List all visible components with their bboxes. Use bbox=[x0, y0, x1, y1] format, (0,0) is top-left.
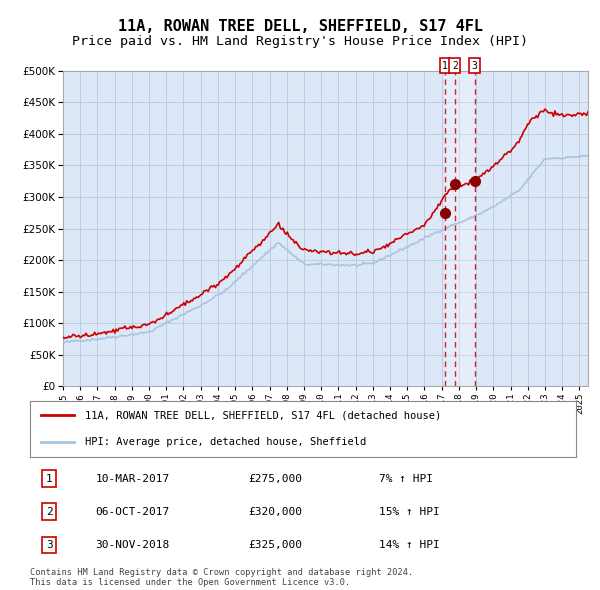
Text: 30-NOV-2018: 30-NOV-2018 bbox=[95, 540, 170, 550]
Text: HPI: Average price, detached house, Sheffield: HPI: Average price, detached house, Shef… bbox=[85, 437, 366, 447]
Text: 10-MAR-2017: 10-MAR-2017 bbox=[95, 474, 170, 484]
Text: Contains HM Land Registry data © Crown copyright and database right 2024.
This d: Contains HM Land Registry data © Crown c… bbox=[30, 568, 413, 587]
Text: 3: 3 bbox=[472, 61, 478, 71]
Text: 2: 2 bbox=[452, 61, 458, 71]
Text: 1: 1 bbox=[442, 61, 448, 71]
Text: 11A, ROWAN TREE DELL, SHEFFIELD, S17 4FL (detached house): 11A, ROWAN TREE DELL, SHEFFIELD, S17 4FL… bbox=[85, 410, 441, 420]
Text: Price paid vs. HM Land Registry's House Price Index (HPI): Price paid vs. HM Land Registry's House … bbox=[72, 35, 528, 48]
Text: 2: 2 bbox=[46, 507, 52, 517]
Text: £320,000: £320,000 bbox=[248, 507, 302, 517]
Bar bbox=[445, 71, 475, 386]
Text: £275,000: £275,000 bbox=[248, 474, 302, 484]
Text: 15% ↑ HPI: 15% ↑ HPI bbox=[379, 507, 440, 517]
Text: 06-OCT-2017: 06-OCT-2017 bbox=[95, 507, 170, 517]
Text: 1: 1 bbox=[46, 474, 52, 484]
Text: 11A, ROWAN TREE DELL, SHEFFIELD, S17 4FL: 11A, ROWAN TREE DELL, SHEFFIELD, S17 4FL bbox=[118, 19, 482, 34]
Text: £325,000: £325,000 bbox=[248, 540, 302, 550]
Text: 7% ↑ HPI: 7% ↑ HPI bbox=[379, 474, 433, 484]
Text: 3: 3 bbox=[46, 540, 52, 550]
Text: 14% ↑ HPI: 14% ↑ HPI bbox=[379, 540, 440, 550]
